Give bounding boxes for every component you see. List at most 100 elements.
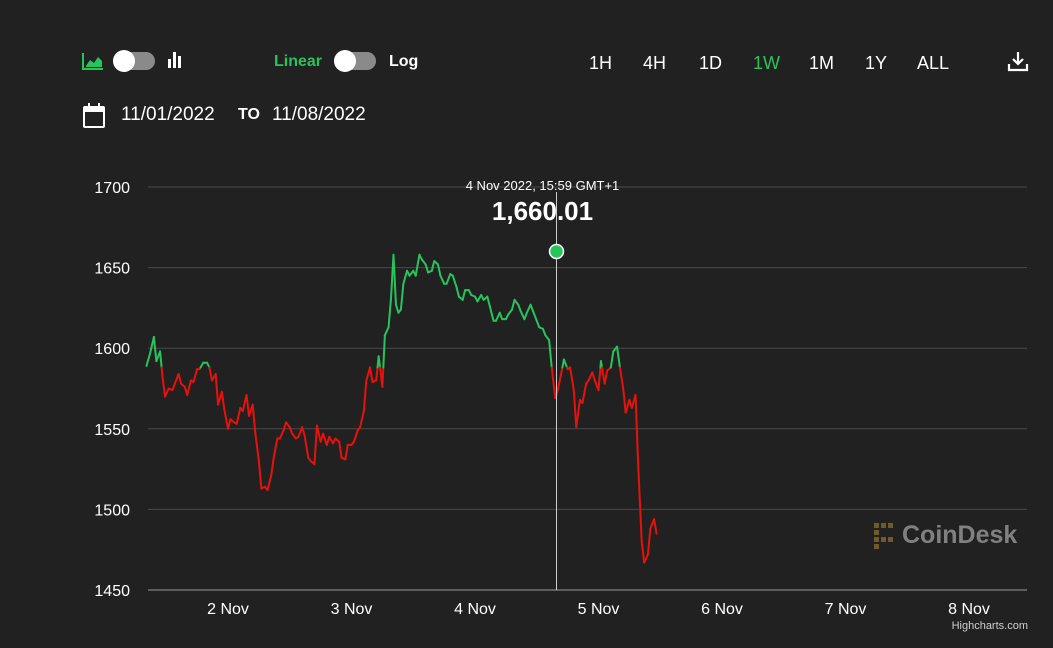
series-segment — [266, 474, 273, 492]
series-segment — [223, 408, 229, 430]
series-segment — [352, 429, 359, 443]
series-segment — [245, 393, 250, 417]
series-segment — [599, 360, 604, 369]
series-segment — [640, 540, 646, 564]
series-segment — [145, 352, 152, 367]
chart-toolbar: Linear Log 1H 4H 1D 1W 1M 1Y ALL 11/01/2… — [0, 0, 1053, 140]
series-segment — [328, 435, 334, 445]
series-segment — [603, 369, 609, 385]
range-1d-button[interactable]: 1D — [699, 53, 723, 73]
y-tick-label: 1450 — [94, 583, 130, 600]
series-segment — [282, 421, 288, 432]
series-segment — [562, 358, 569, 369]
bar-chart-icon[interactable] — [166, 50, 184, 70]
series-segment — [420, 258, 427, 266]
x-tick-label: 2 Nov — [207, 601, 249, 618]
series-segment — [494, 311, 501, 322]
range-4h-button[interactable]: 4H — [643, 53, 667, 73]
series-segment — [257, 460, 263, 490]
series-segment — [394, 303, 400, 314]
series-segment — [227, 418, 232, 430]
coindesk-logo-icon — [874, 523, 893, 549]
series-segment — [525, 303, 532, 314]
y-tick-label: 1650 — [94, 261, 130, 278]
calendar-icon[interactable] — [82, 101, 106, 129]
series-segment — [270, 456, 275, 477]
series-segment — [591, 371, 596, 382]
series-segment — [624, 398, 631, 414]
series-segment — [529, 303, 535, 313]
series-segment — [338, 440, 343, 459]
range-1w-button[interactable]: 1W — [753, 53, 780, 73]
series-segment — [424, 263, 430, 274]
scale-toggle[interactable] — [334, 50, 376, 72]
series-segment — [344, 443, 349, 461]
series-segment — [325, 435, 331, 446]
crosshair: 4 Nov 2022, 15:59 GMT+1 1,660.01 — [466, 178, 619, 590]
series-segment — [653, 518, 658, 535]
series-segment — [488, 305, 495, 322]
series-segment — [315, 424, 322, 443]
range-all-button[interactable]: ALL — [917, 53, 950, 73]
highcharts-credit[interactable]: Highcharts.com — [951, 620, 1028, 632]
series-segment — [541, 327, 547, 337]
range-1y-button[interactable]: 1Y — [865, 53, 888, 73]
series-segment — [507, 308, 514, 316]
price-chart[interactable]: 1450 1500 1550 1600 1650 1700 2 Nov 3 Nov 4 Nov… — [0, 140, 1053, 630]
series-segment — [278, 429, 285, 440]
series-segment — [392, 253, 397, 306]
series-segment — [550, 366, 557, 400]
scale-linear-label[interactable]: Linear — [274, 53, 323, 70]
series-segment — [498, 311, 504, 321]
range-1h-button[interactable]: 1H — [589, 53, 613, 73]
date-to-label: TO — [238, 106, 260, 123]
series-segment — [532, 310, 538, 322]
chart-type-toggle[interactable] — [113, 50, 155, 72]
series-segment — [430, 260, 436, 272]
series-segment — [569, 366, 575, 392]
series-segment — [322, 432, 328, 446]
series-segment — [359, 410, 365, 429]
area-chart-icon[interactable] — [82, 51, 104, 71]
series-segment — [159, 350, 163, 369]
date-from-field[interactable]: 11/01/2022 — [121, 104, 215, 125]
series-segment — [439, 274, 446, 285]
series-segment — [220, 390, 226, 411]
series-segment — [399, 282, 405, 311]
tooltip-marker — [548, 243, 565, 260]
series-segment — [301, 426, 306, 437]
series-segment — [517, 303, 522, 313]
series-segment — [161, 376, 167, 398]
series-segment — [192, 368, 199, 384]
series-segment — [387, 297, 393, 329]
x-tick-label: 8 Nov — [948, 601, 990, 618]
y-tick-label: 1550 — [94, 422, 130, 439]
series-segment — [235, 406, 242, 425]
series-segment — [556, 371, 563, 392]
y-tick-label: 1700 — [94, 180, 130, 197]
series-segment — [177, 372, 183, 385]
x-tick-label: 6 Nov — [701, 601, 743, 618]
x-axis: 2 Nov 3 Nov 4 Nov 5 Nov 6 Nov 7 Nov 8 Nov — [207, 601, 990, 618]
x-tick-label: 4 Nov — [454, 601, 496, 618]
y-axis: 1450 1500 1550 1600 1650 1700 — [94, 180, 130, 600]
series-segment — [523, 311, 528, 321]
range-1m-button[interactable]: 1M — [809, 53, 835, 73]
series-segment — [160, 366, 164, 379]
series-segment — [445, 273, 452, 285]
y-tick-label: 1500 — [94, 502, 130, 519]
scale-log-label[interactable]: Log — [389, 53, 419, 70]
series-segment — [377, 355, 382, 369]
series-segment — [461, 289, 467, 301]
download-icon[interactable] — [1006, 49, 1030, 73]
series-segment — [375, 366, 379, 382]
date-to-field[interactable]: 11/08/2022 — [272, 104, 366, 125]
series-segment — [643, 553, 649, 564]
series-segment — [436, 263, 442, 277]
coindesk-watermark: CoinDesk — [874, 521, 1017, 549]
series-segment — [251, 403, 257, 434]
series-segment — [362, 379, 368, 413]
series-segment — [451, 274, 458, 288]
toggle-knob — [334, 50, 356, 72]
series-segment — [254, 431, 260, 463]
